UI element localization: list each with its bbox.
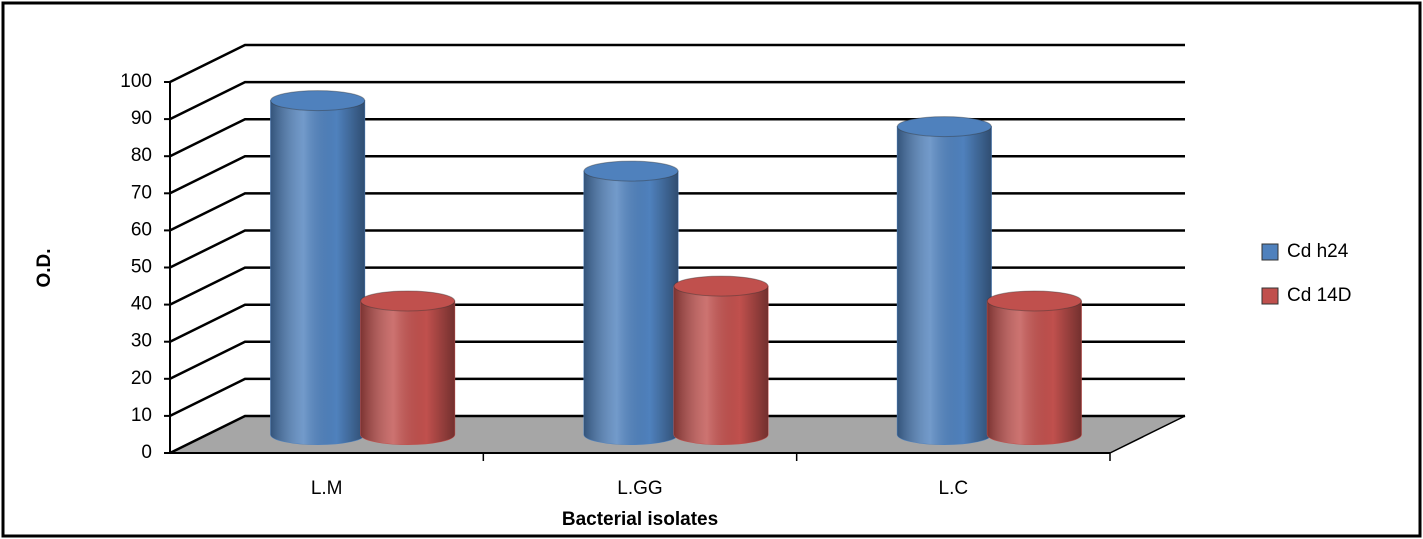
bar: [583, 160, 679, 445]
x-tick-label: L.GG: [617, 478, 662, 499]
grid-line: [169, 414, 1185, 455]
x-axis-title: Bacterial isolates: [562, 509, 718, 530]
grid-line: [169, 340, 1185, 380]
bar: [360, 290, 456, 445]
grid-line: [169, 303, 1185, 343]
y-tick-label: 70: [131, 182, 152, 203]
bar-shade: [987, 300, 1082, 445]
y-tick-label: 100: [120, 71, 152, 92]
y-tick-label: 20: [131, 368, 152, 389]
bar-top: [583, 160, 679, 182]
bar-shade: [584, 171, 678, 445]
grid-line: [169, 43, 1185, 84]
bar-shade: [674, 286, 768, 445]
bar-shade: [360, 300, 455, 445]
bar-top: [673, 275, 769, 297]
bar: [270, 90, 366, 445]
y-tick-label: 30: [131, 331, 152, 352]
grid-line: [169, 266, 1185, 306]
y-tick-label: 60: [131, 219, 152, 240]
bar: [986, 290, 1082, 445]
grid-line: [169, 229, 1185, 269]
bar-top: [986, 290, 1082, 312]
grid-line: [169, 192, 1185, 232]
legend-swatch: [1261, 287, 1279, 305]
bar: [673, 275, 769, 445]
bar: [896, 116, 992, 445]
y-tick-label: 90: [131, 108, 152, 129]
bar-shade: [897, 126, 992, 445]
grid-line: [169, 377, 1185, 418]
x-tick-label: L.M: [311, 478, 343, 499]
grid-line: [169, 80, 1185, 121]
plot-area: 0 10 20 30 40 50 60 70 80 90 100 L.M L.GG L.C: [120, 43, 1186, 499]
bar-top: [360, 290, 456, 312]
y-tick-label: 80: [131, 145, 152, 166]
y-tick-label: 40: [131, 294, 152, 315]
x-tick-label: L.C: [939, 478, 969, 499]
legend-label: Cd h24: [1287, 241, 1349, 262]
y-axis-title: O.D.: [34, 248, 55, 287]
legend-label: Cd 14D: [1287, 285, 1351, 306]
y-tick-label: 50: [131, 257, 152, 278]
grid-line: [169, 117, 1185, 158]
bar-top: [896, 116, 992, 138]
y-tick-label: 10: [131, 405, 152, 426]
floor-edge: [1109, 415, 1186, 454]
legend-swatch: [1261, 243, 1279, 261]
bar-top: [270, 90, 366, 112]
y-tick-label: 0: [141, 442, 152, 463]
bar-shade: [270, 100, 365, 445]
grid-line: [169, 155, 1185, 195]
